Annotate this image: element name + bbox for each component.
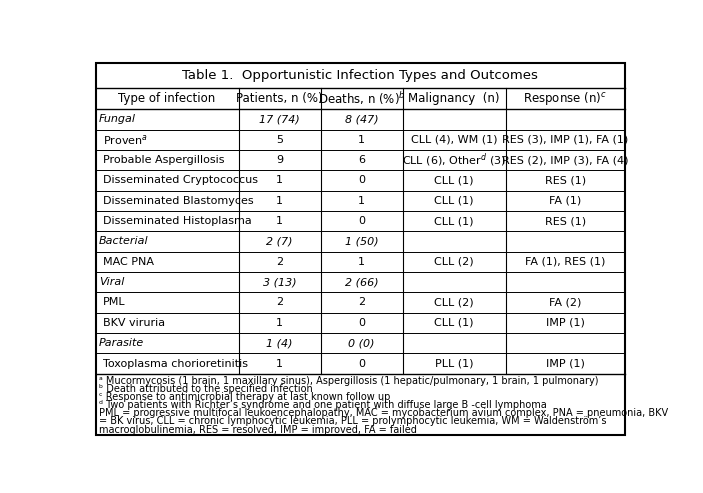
Text: Type of infection: Type of infection (119, 92, 216, 105)
Text: macroglobulinemia, RES = resolved, IMP = improved, FA = failed: macroglobulinemia, RES = resolved, IMP =… (98, 424, 417, 434)
Text: RES (3), IMP (1), FA (1): RES (3), IMP (1), FA (1) (502, 135, 628, 145)
Text: Fungal: Fungal (98, 114, 136, 124)
Text: 1: 1 (276, 318, 283, 328)
Text: Disseminated Histoplasma: Disseminated Histoplasma (103, 216, 252, 226)
Text: 0: 0 (358, 216, 365, 226)
Text: Response (n)$^c$: Response (n)$^c$ (524, 90, 607, 107)
Text: 1 (4): 1 (4) (266, 338, 293, 348)
Text: 0: 0 (358, 176, 365, 185)
Text: Probable Aspergillosis: Probable Aspergillosis (103, 155, 225, 165)
Text: RES (1): RES (1) (545, 216, 586, 226)
Text: CLL (2): CLL (2) (434, 257, 474, 267)
Text: 1: 1 (276, 196, 283, 206)
Text: PLL (1): PLL (1) (435, 358, 474, 369)
Text: 2: 2 (358, 297, 365, 308)
Text: CLL (2): CLL (2) (434, 297, 474, 308)
Text: RES (1): RES (1) (545, 176, 586, 185)
Text: = BK virus, CLL = chronic lymphocytic leukemia, PLL = prolymphocytic leukemia, W: = BK virus, CLL = chronic lymphocytic le… (98, 417, 606, 426)
Text: Toxoplasma chorioretinitis: Toxoplasma chorioretinitis (103, 358, 248, 369)
Text: Parasite: Parasite (98, 338, 144, 348)
Text: RES (2), IMP (3), FA (4): RES (2), IMP (3), FA (4) (502, 155, 628, 165)
Text: 0: 0 (358, 358, 365, 369)
Text: Malignancy  (n): Malignancy (n) (408, 92, 500, 105)
Text: 2: 2 (276, 297, 283, 308)
Text: 1: 1 (358, 196, 365, 206)
Text: Bacterial: Bacterial (98, 237, 148, 246)
Text: 1 (50): 1 (50) (344, 237, 378, 246)
Text: 17 (74): 17 (74) (259, 114, 300, 124)
Text: 3 (13): 3 (13) (263, 277, 297, 287)
Text: 2: 2 (276, 257, 283, 267)
Text: 1: 1 (276, 176, 283, 185)
Text: 1: 1 (276, 216, 283, 226)
Text: PML = progressive multifocal leukoencephalopathy, MAC = mycobacterium avium comp: PML = progressive multifocal leukoenceph… (98, 408, 668, 419)
Text: PML: PML (103, 297, 126, 308)
Text: Deaths, n (%)$^b$: Deaths, n (%)$^b$ (318, 90, 406, 107)
Text: 2 (7): 2 (7) (266, 237, 293, 246)
Text: 6: 6 (358, 155, 365, 165)
Text: BKV viruria: BKV viruria (103, 318, 165, 328)
Text: 5: 5 (276, 135, 283, 145)
Text: 1: 1 (276, 358, 283, 369)
Text: ᵇ Death attributed to the specified infection: ᵇ Death attributed to the specified infe… (98, 384, 312, 394)
Text: CLL (1): CLL (1) (434, 216, 474, 226)
Text: CLL (1): CLL (1) (434, 196, 474, 206)
Text: 8 (47): 8 (47) (344, 114, 378, 124)
Text: 9: 9 (276, 155, 283, 165)
Text: Disseminated Blastomyces: Disseminated Blastomyces (103, 196, 254, 206)
Text: Proven$^a$: Proven$^a$ (103, 133, 148, 147)
Text: ᵃ Mucormycosis (1 brain, 1 maxillary sinus), Aspergillosis (1 hepatic/pulmonary,: ᵃ Mucormycosis (1 brain, 1 maxillary sin… (98, 376, 598, 386)
Text: 1: 1 (358, 135, 365, 145)
Text: FA (1): FA (1) (549, 196, 581, 206)
Text: 1: 1 (358, 257, 365, 267)
Text: Patients, n (%): Patients, n (%) (236, 92, 323, 105)
Text: CLL (1): CLL (1) (434, 318, 474, 328)
Text: IMP (1): IMP (1) (546, 318, 585, 328)
Text: CLL (6), Other$^d$ (3): CLL (6), Other$^d$ (3) (402, 151, 506, 169)
Text: Table 1.  Opportunistic Infection Types and Outcomes: Table 1. Opportunistic Infection Types a… (182, 69, 538, 82)
Text: 2 (66): 2 (66) (344, 277, 378, 287)
Text: Disseminated Cryptococcus: Disseminated Cryptococcus (103, 176, 259, 185)
Text: FA (1), RES (1): FA (1), RES (1) (525, 257, 605, 267)
Text: ᶜ Response to antimicrobial therapy at last known follow up: ᶜ Response to antimicrobial therapy at l… (98, 392, 390, 402)
Text: 0: 0 (358, 318, 365, 328)
Text: MAC PNA: MAC PNA (103, 257, 155, 267)
Text: ᵈ Two patients with Richter’s syndrome and one patient with diffuse large B -cel: ᵈ Two patients with Richter’s syndrome a… (98, 400, 546, 410)
Text: Viral: Viral (98, 277, 124, 287)
Text: IMP (1): IMP (1) (546, 358, 585, 369)
Text: FA (2): FA (2) (549, 297, 581, 308)
Text: CLL (4), WM (1): CLL (4), WM (1) (411, 135, 498, 145)
Text: 0 (0): 0 (0) (349, 338, 375, 348)
Text: CLL (1): CLL (1) (434, 176, 474, 185)
